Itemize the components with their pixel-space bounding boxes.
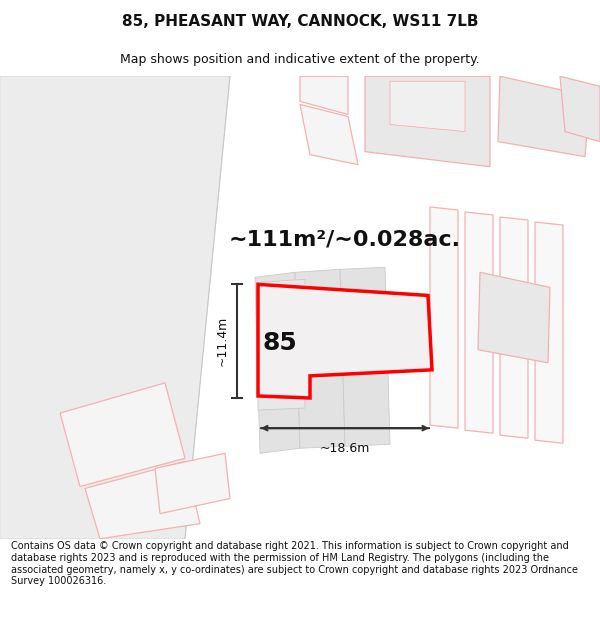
Polygon shape <box>430 207 458 428</box>
Polygon shape <box>258 279 305 410</box>
Polygon shape <box>295 269 345 448</box>
Text: 85, PHEASANT WAY, CANNOCK, WS11 7LB: 85, PHEASANT WAY, CANNOCK, WS11 7LB <box>122 14 478 29</box>
Polygon shape <box>60 383 185 486</box>
Polygon shape <box>465 212 493 433</box>
Polygon shape <box>535 222 563 443</box>
Polygon shape <box>155 453 230 514</box>
Polygon shape <box>340 268 390 446</box>
Text: Contains OS data © Crown copyright and database right 2021. This information is : Contains OS data © Crown copyright and d… <box>11 541 578 586</box>
Text: ~18.6m: ~18.6m <box>320 442 370 455</box>
Polygon shape <box>258 284 432 398</box>
Polygon shape <box>478 272 550 362</box>
Polygon shape <box>300 76 348 114</box>
Text: ~111m²/~0.028ac.: ~111m²/~0.028ac. <box>229 229 461 249</box>
Polygon shape <box>85 461 200 539</box>
Polygon shape <box>390 81 465 131</box>
Polygon shape <box>365 76 490 167</box>
Text: Map shows position and indicative extent of the property.: Map shows position and indicative extent… <box>120 53 480 66</box>
Polygon shape <box>255 272 300 453</box>
Polygon shape <box>498 76 590 157</box>
Polygon shape <box>0 76 230 539</box>
Text: ~11.4m: ~11.4m <box>216 316 229 366</box>
Polygon shape <box>300 104 358 165</box>
Polygon shape <box>500 217 528 438</box>
Text: 85: 85 <box>263 331 298 355</box>
Polygon shape <box>560 76 600 142</box>
